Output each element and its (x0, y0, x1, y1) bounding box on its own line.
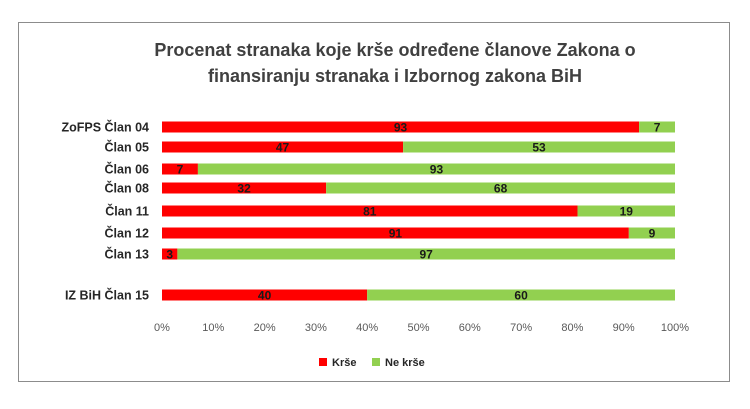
category-label: Član 06 (105, 162, 150, 177)
chart-title-line-2: finansiranju stranaka i Izbornog zakona … (208, 66, 582, 86)
category-label: Član 12 (105, 226, 150, 241)
chart-title-line-1: Procenat stranaka koje krše određene čla… (154, 40, 635, 60)
data-label: 91 (389, 227, 403, 241)
legend-label: Krše (332, 357, 356, 369)
data-label: 3 (166, 248, 173, 262)
data-label: 40 (258, 289, 272, 303)
data-label: 81 (363, 205, 377, 219)
bar-segment-ne-krse (628, 227, 675, 239)
bar-segment-krse (162, 227, 629, 239)
legend-swatch-krse (319, 358, 327, 366)
bar-segment-ne-krse (326, 182, 675, 194)
x-tick-label: 70% (510, 322, 532, 334)
bar-segment-ne-krse (403, 141, 675, 153)
bar-segment-ne-krse (367, 289, 675, 301)
x-tick-label: 50% (407, 322, 429, 334)
bar-segment-krse (162, 163, 198, 175)
x-axis-ticks: 0% 10% 20% 30% 40% 50% 60% 70% 80% 90% 100% (154, 322, 689, 334)
category-label: Član 05 (105, 140, 150, 155)
category-label: Član 13 (105, 247, 150, 262)
data-label: 19 (620, 205, 634, 219)
bar-segment-ne-krse (577, 205, 675, 217)
data-label: 97 (420, 248, 434, 262)
bar-segment-krse (162, 289, 368, 301)
bar-segment-krse (162, 205, 578, 217)
data-label: 93 (430, 163, 444, 177)
x-tick-label: 30% (305, 322, 327, 334)
data-label: 60 (514, 289, 528, 303)
x-tick-label: 80% (561, 322, 583, 334)
data-label: 47 (276, 141, 290, 155)
bar-segment-krse (162, 121, 640, 133)
category-label: Član 11 (105, 204, 149, 219)
bar-segment-ne-krse (639, 121, 675, 133)
bar-segment-ne-krse (177, 248, 675, 260)
data-label: 9 (649, 227, 656, 241)
category-label: ZoFPS Član 04 (61, 120, 149, 135)
data-label: 68 (494, 182, 508, 196)
legend: Krše Ne krše (319, 357, 425, 369)
x-tick-label: 90% (613, 322, 635, 334)
x-tick-label: 100% (661, 322, 689, 334)
x-tick-label: 40% (356, 322, 378, 334)
data-label: 53 (532, 141, 546, 155)
category-label: Član 08 (105, 181, 150, 196)
legend-swatch-ne-krse (372, 358, 380, 366)
x-tick-label: 60% (459, 322, 481, 334)
x-tick-label: 0% (154, 322, 170, 334)
data-label: 7 (654, 121, 661, 135)
bar-segment-krse (162, 182, 327, 194)
category-label: IZ BiH Član 15 (65, 288, 149, 303)
chart-frame (18, 22, 730, 382)
bar-segment-krse (162, 248, 178, 260)
category-labels: ZoFPS Član 04 Član 05 Član 06 Član 08 Član 1… (61, 120, 149, 303)
bar-segment-krse (162, 141, 404, 153)
legend-label: Ne krše (385, 357, 425, 369)
data-label: 7 (177, 163, 184, 177)
x-tick-label: 20% (254, 322, 276, 334)
bar-segment-ne-krse (197, 163, 675, 175)
data-label: 93 (394, 121, 408, 135)
data-label: 32 (237, 182, 251, 196)
x-tick-label: 10% (202, 322, 224, 334)
